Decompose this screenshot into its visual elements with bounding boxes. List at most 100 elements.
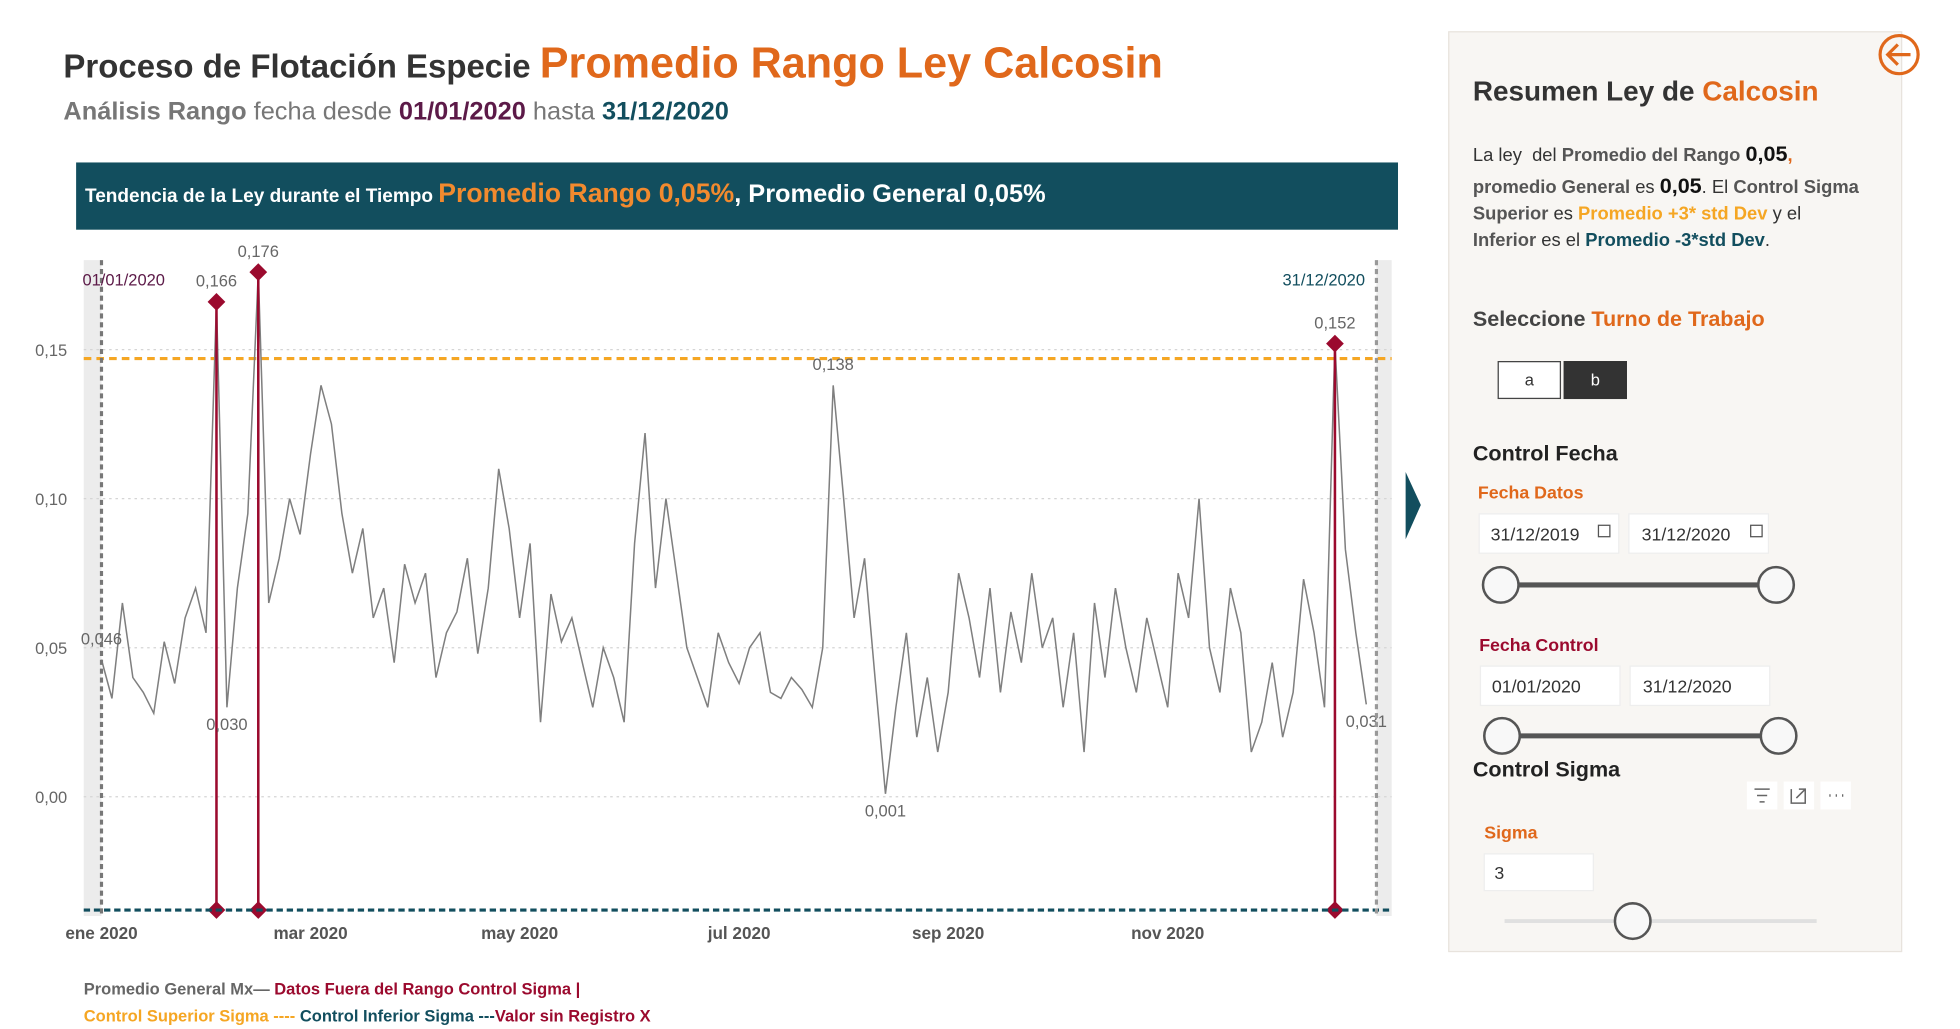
- data-label: 0,001: [865, 803, 906, 821]
- range-shade: [83, 260, 102, 917]
- summary-line: Inferior es el Promedio -3*std Dev.: [1473, 229, 1770, 250]
- banner-part: , Promedio General: [734, 180, 974, 208]
- select-title: Seleccione Turno de Trabajo: [1473, 306, 1765, 331]
- summary-run: Promedio -3*std Dev: [1585, 229, 1765, 250]
- title-part: Proceso de Flotación Especie: [63, 47, 539, 84]
- banner-text: Tendencia de la Ley durante el Tiempo Pr…: [85, 178, 1046, 208]
- banner-part: 0,05%: [974, 180, 1046, 208]
- calendar-icon[interactable]: [1750, 524, 1763, 538]
- date-value[interactable]: 31/12/2019: [1491, 525, 1580, 545]
- legend-item: Control Superior Sigma ----: [84, 1007, 296, 1025]
- field-label: Sigma: [1484, 823, 1537, 843]
- subtitle-date: 01/01/2020: [399, 97, 526, 125]
- date-input[interactable]: [1479, 665, 1621, 707]
- filter-icon[interactable]: [1754, 788, 1770, 803]
- y-tick-label: 0,00: [35, 789, 67, 807]
- slider-handle[interactable]: [1757, 565, 1796, 604]
- slider-handle[interactable]: [1759, 716, 1798, 755]
- summary-run: Promedio +3* std Dev: [1578, 203, 1768, 224]
- legend: Promedio General Mx— Datos Fuera del Ran…: [84, 981, 581, 999]
- data-label: 0,031: [1346, 713, 1387, 731]
- select-part: Seleccione: [1473, 306, 1592, 331]
- data-line: [100, 272, 1368, 794]
- field-label: Fecha Datos: [1478, 483, 1584, 503]
- date-value[interactable]: 31/12/2020: [1643, 677, 1732, 697]
- visual-header-icons: [1746, 781, 1851, 810]
- summary-line: La ley del Promedio del Rango 0,05,: [1473, 141, 1793, 166]
- data-label: 0,166: [196, 273, 237, 291]
- legend-item: Valor sin Registro X: [495, 1007, 651, 1025]
- slider-handle[interactable]: [1483, 716, 1522, 755]
- calendar-icon[interactable]: [1597, 524, 1611, 538]
- date-value[interactable]: 31/12/2020: [1642, 525, 1731, 545]
- x-tick-label: mar 2020: [273, 924, 347, 943]
- title-highlight: Promedio Rango Ley Calcosin: [540, 39, 1163, 87]
- x-tick-label: nov 2020: [1131, 924, 1204, 943]
- date-input[interactable]: [1478, 513, 1620, 554]
- date-input[interactable]: [1629, 665, 1771, 707]
- summary-line: Superior es Promedio +3* std Dev y el: [1473, 203, 1801, 224]
- section-title: Control Sigma: [1473, 756, 1621, 781]
- summary-run: Inferior: [1473, 229, 1536, 250]
- summary-run: ,: [1787, 144, 1792, 165]
- slider-handle[interactable]: [1481, 565, 1520, 604]
- summary-run: Promedio del Rango: [1562, 144, 1741, 165]
- select-highlight: Turno de Trabajo: [1591, 306, 1764, 331]
- subtitle-part: fecha desde: [247, 97, 399, 125]
- summary-run: La ley del: [1473, 144, 1562, 165]
- date-value[interactable]: 01/01/2020: [1492, 677, 1581, 697]
- range-shade: [1376, 260, 1392, 917]
- summary-run: es: [1630, 176, 1660, 197]
- legend: Control Superior Sigma ---- Control Infe…: [84, 1007, 651, 1025]
- sigma-input[interactable]: [1483, 853, 1595, 892]
- legend-item: Control Inferior Sigma ---: [295, 1007, 495, 1025]
- slicer-button[interactable]: [1497, 360, 1562, 400]
- data-label: 0,152: [1314, 314, 1355, 332]
- slider-handle[interactable]: [1613, 902, 1652, 941]
- y-tick-label: 0,05: [35, 640, 67, 658]
- focus-icon[interactable]: [1790, 788, 1806, 804]
- summary-run: .: [1765, 229, 1770, 250]
- panel-title-part: Resumen Ley de: [1473, 75, 1702, 106]
- summary-run: Superior: [1473, 203, 1549, 224]
- summary-run: Control Sigma: [1733, 176, 1859, 197]
- slicer-button-label[interactable]: b: [1591, 372, 1600, 390]
- date-input[interactable]: [1628, 513, 1770, 554]
- summary: La ley del Promedio del Rango 0,05, prom…: [1473, 141, 1860, 250]
- back-icon[interactable]: [1885, 43, 1911, 66]
- expand-arrow[interactable]: [1405, 472, 1421, 540]
- panel-title-highlight: Calcosin: [1702, 75, 1818, 106]
- back-icon[interactable]: [1878, 34, 1920, 76]
- section-title: Control Fecha: [1473, 441, 1619, 466]
- summary-run: . El: [1702, 176, 1734, 197]
- data-label: 0,030: [206, 716, 247, 734]
- back-button[interactable]: [1878, 34, 1920, 76]
- subtitle-part: hasta: [526, 97, 602, 125]
- banner-highlight: Promedio Rango 0,05%: [438, 178, 734, 208]
- x-tick-label: ene 2020: [65, 924, 137, 943]
- data-label: 0,046: [81, 630, 122, 648]
- summary-run: es el: [1536, 229, 1585, 250]
- slicer-button-selected[interactable]: [1563, 360, 1627, 400]
- outlier-marker: [207, 293, 226, 311]
- panel-title: Resumen Ley de Calcosin: [1473, 75, 1819, 106]
- range-start-label: 01/01/2020: [82, 272, 165, 290]
- summary-run: 0,05: [1746, 141, 1788, 166]
- summary-line: promedio General es 0,05. El Control Sig…: [1473, 173, 1860, 198]
- outlier-marker: [1326, 334, 1344, 353]
- data-label: 0,138: [813, 356, 854, 374]
- sigma-value[interactable]: 3: [1494, 863, 1504, 883]
- banner-part: Tendencia de la Ley durante el Tiempo: [85, 186, 438, 207]
- legend-item: Datos Fuera del Rango Control Sigma |: [270, 981, 581, 999]
- x-tick-label: may 2020: [481, 924, 558, 943]
- x-tick-label: sep 2020: [912, 924, 984, 943]
- slicer-button-label[interactable]: a: [1525, 372, 1535, 390]
- range-end-label: 31/12/2020: [1283, 272, 1366, 290]
- summary-run: y el: [1767, 203, 1801, 224]
- y-tick-label: 0,10: [35, 491, 67, 509]
- summary-run: promedio General: [1473, 176, 1630, 197]
- summary-run: es: [1548, 203, 1578, 224]
- x-tick-label: jul 2020: [707, 924, 771, 943]
